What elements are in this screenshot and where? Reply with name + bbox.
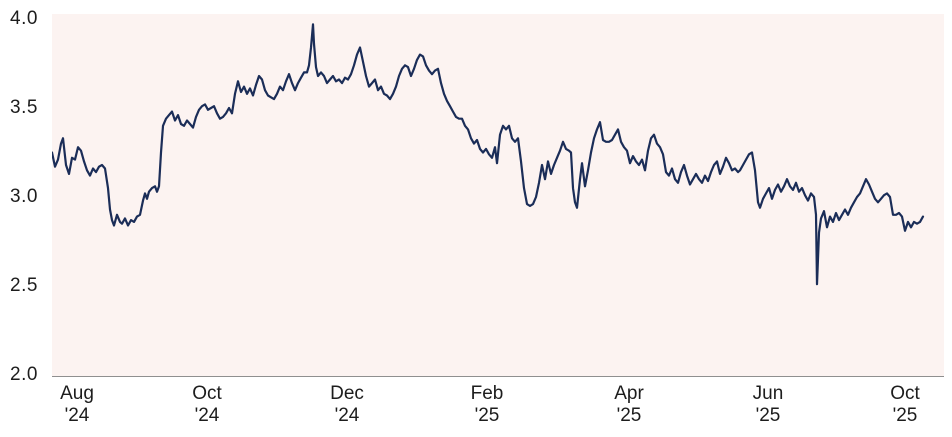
series-line: [52, 23, 925, 286]
y-tick-label: 2.0: [10, 364, 38, 385]
x-tick-label: Dec '24: [330, 383, 364, 426]
series-svg: [52, 23, 925, 286]
x-tick-label: Feb '25: [470, 383, 504, 426]
y-tick-label: 2.5: [10, 275, 38, 296]
x-tick-label: Oct '24: [192, 383, 222, 426]
x-tick-label: Aug '24: [60, 383, 94, 426]
plot-area: [52, 14, 944, 377]
y-tick-label: 3.5: [10, 97, 38, 118]
y-tick-label: 4.0: [10, 8, 38, 29]
x-tick-label: Apr '25: [614, 383, 644, 426]
x-tick-label: Oct '25: [890, 383, 920, 426]
y-tick-label: 3.0: [10, 186, 38, 207]
x-tick-label: Jun '25: [752, 383, 784, 426]
